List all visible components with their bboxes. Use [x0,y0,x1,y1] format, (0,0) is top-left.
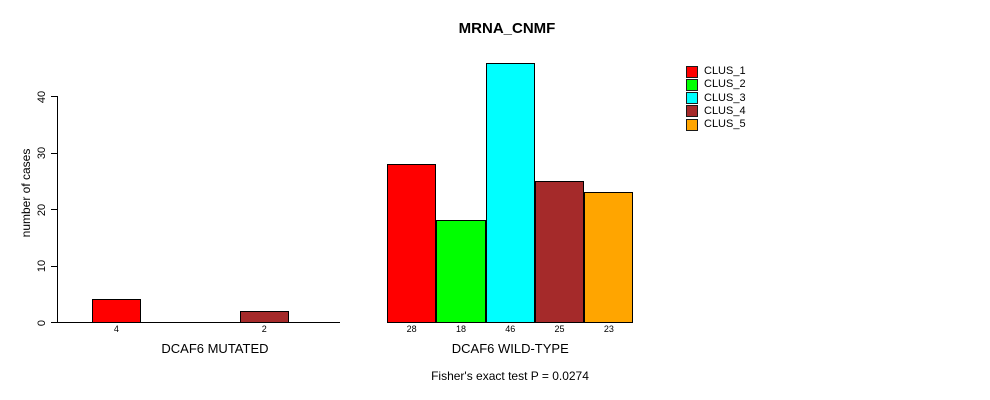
legend-swatch-clus_5 [686,118,698,131]
chart-title: MRNA_CNMF [458,20,556,37]
legend-item-clus_5: CLUS_5 [686,118,746,131]
legend-swatch-clus_3 [686,92,698,105]
bar-clus_1 [387,164,437,323]
legend-label: CLUS_1 [704,65,746,77]
y-tick-label: 10 [36,259,48,273]
y-axis-tick [51,96,57,98]
legend-label: CLUS_4 [704,104,746,117]
bar-value-label: 23 [603,324,614,334]
bar-clus_5 [584,192,634,323]
legend-label: CLUS_2 [704,78,746,91]
legend-item-clus_4: CLUS_4 [686,104,746,118]
legend-item-clus_2: CLUS_2 [686,78,746,91]
y-axis-tick [51,209,57,211]
bar-value-label: 25 [554,324,565,334]
legend-item-clus_3: CLUS_3 [686,91,746,105]
y-tick-label: 40 [36,90,48,104]
y-axis-tick [51,322,57,323]
bar-clus_2 [436,220,486,323]
legend-label: CLUS_3 [704,91,746,104]
y-axis-line [57,96,58,323]
fisher-test-annotation: Fisher's exact test P = 0.0274 [431,369,589,383]
legend-swatch-clus_1 [686,65,698,78]
bar-value-label: 46 [505,324,516,334]
y-tick-label: 0 [36,319,48,326]
y-tick-label: 30 [36,147,48,160]
y-axis-label: number of cases [19,148,33,238]
bar-clus_4 [239,310,289,323]
legend-item-clus_1: CLUS_1 [686,65,746,78]
bar-value-label: 2 [261,324,267,334]
y-tick-label: 20 [36,203,48,216]
bar-value-label: 4 [113,324,119,334]
legend-swatch-clus_2 [686,78,698,91]
bar-value-label: 18 [455,324,466,334]
bar-clus_3 [485,62,535,323]
legend-label: CLUS_5 [704,118,746,131]
x-axis-group-label: DCAF6 MUTATED [161,341,269,356]
bar-clus_1 [91,299,141,323]
x-axis-group-label: DCAF6 WILD-TYPE [451,341,569,356]
bar-value-label: 28 [406,324,417,334]
y-axis-tick [51,152,57,154]
y-axis-tick [51,265,57,267]
bar-clus_4 [534,181,585,323]
legend-swatch-clus_4 [686,105,698,118]
x-axis-line [57,322,340,323]
